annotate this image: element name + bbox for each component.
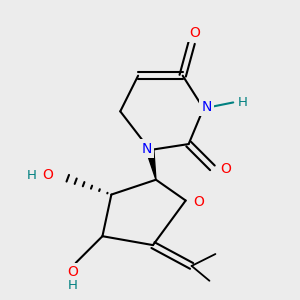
Text: H: H (68, 279, 78, 292)
Text: N: N (142, 142, 152, 155)
Text: O: O (67, 265, 78, 279)
Text: N: N (201, 100, 212, 114)
Text: H: H (27, 169, 37, 182)
Text: O: O (42, 168, 53, 182)
Text: H: H (238, 96, 248, 109)
Polygon shape (146, 149, 156, 180)
Text: O: O (220, 162, 231, 176)
Text: O: O (194, 195, 205, 209)
Text: O: O (189, 26, 200, 40)
